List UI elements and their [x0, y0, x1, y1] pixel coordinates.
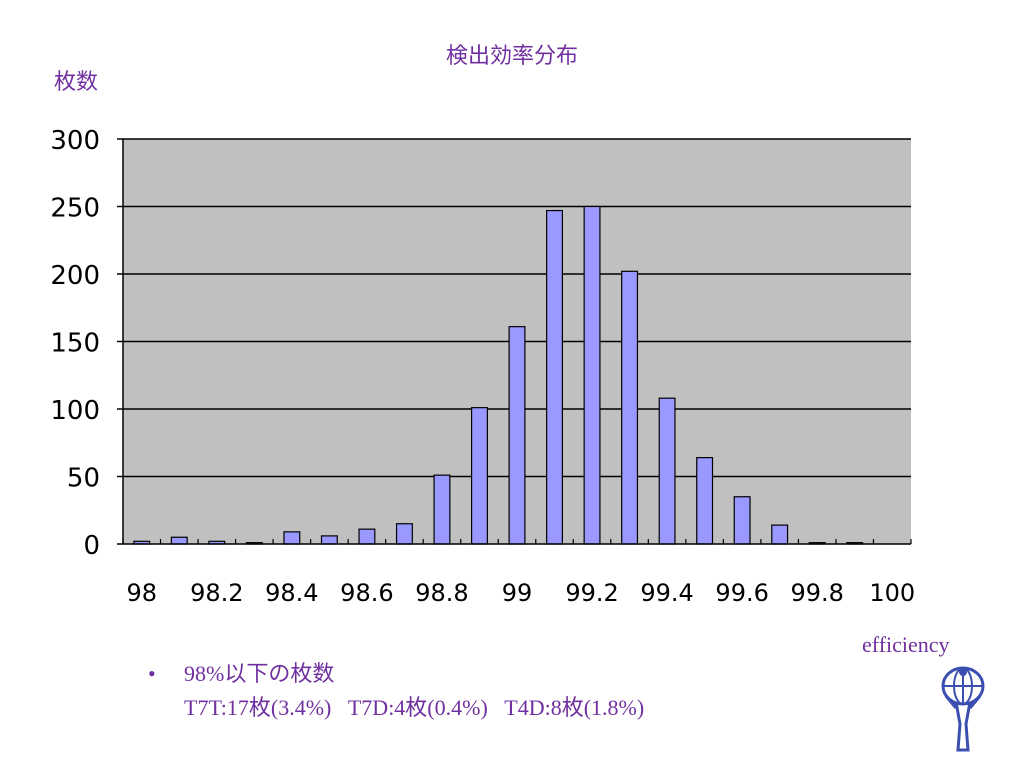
y-tick-label: 250 [50, 194, 100, 224]
bullet-icon: • [148, 661, 156, 686]
notes-line-1: • 98%以下の枚数 [148, 657, 644, 691]
x-tick-label: 98.8 [415, 579, 468, 607]
x-tick-label: 99.4 [640, 579, 693, 607]
gridlines [123, 138, 911, 478]
bars [133, 205, 864, 545]
x-tick-labels: 98 98.2 98.4 98.6 98.8 99 99.2 99.4 99.6 99.8 100 [126, 579, 915, 607]
bar [395, 523, 413, 545]
bar [508, 326, 526, 545]
x-tick-label: 98 [126, 579, 157, 607]
bar [470, 407, 488, 545]
chart-title: 検出効率分布 [445, 44, 578, 69]
y-tick-label: 0 [83, 531, 100, 561]
atlas-logo-icon [941, 666, 985, 752]
x-tick-label: 98.6 [340, 579, 393, 607]
y-tick-label: 300 [50, 126, 100, 156]
y-tick-labels: 0 50 100 150 200 250 300 [50, 126, 100, 561]
bar [583, 205, 601, 545]
x-tick-label: 99 [502, 579, 533, 607]
x-tick-label: 99.2 [565, 579, 618, 607]
bar [658, 397, 676, 545]
notes-block: • 98%以下の枚数 T7T:17枚(3.4%) T7D:4枚(0.4%) T4D… [148, 657, 644, 725]
x-tick-label: 100 [869, 579, 915, 607]
x-tick-label: 99.8 [790, 579, 843, 607]
bar [771, 524, 789, 545]
bar [733, 496, 751, 545]
bar [621, 270, 639, 545]
bar [358, 528, 376, 545]
y-tick-label: 50 [67, 464, 100, 494]
bar [170, 536, 188, 545]
axes [117, 138, 912, 545]
x-tick-label: 98.2 [190, 579, 243, 607]
x-tick-label: 98.4 [265, 579, 318, 607]
y-axis-label: 枚数 [54, 70, 99, 95]
bar [433, 474, 451, 545]
notes-line-2: T7T:17枚(3.4%) T7D:4枚(0.4%) T4D:8枚(1.8%) [184, 695, 645, 720]
y-tick-label: 100 [50, 396, 100, 426]
notes-heading: 98%以下の枚数 [184, 661, 335, 686]
bar [283, 531, 301, 545]
x-axis-label: efficiency [862, 632, 950, 657]
y-tick-label: 200 [50, 261, 100, 291]
bar [320, 535, 338, 545]
bar [546, 209, 564, 545]
x-tick-label: 99.6 [715, 579, 768, 607]
bar [696, 457, 714, 545]
y-tick-label: 150 [50, 329, 100, 359]
